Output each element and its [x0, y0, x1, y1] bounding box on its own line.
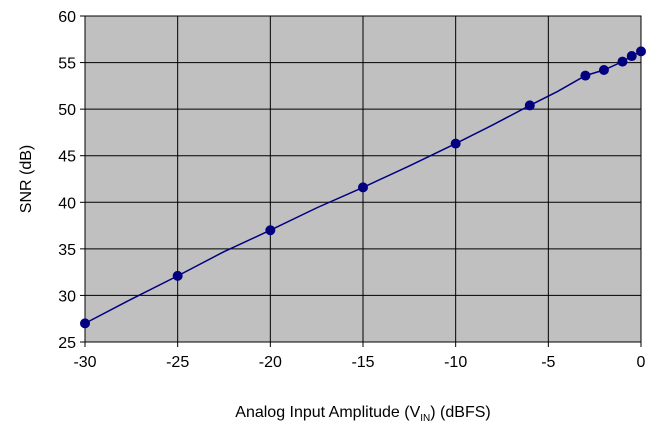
x-axis-title-suffix: ) (dBFS) — [430, 404, 490, 421]
y-tick-label: 55 — [58, 56, 76, 73]
data-points — [80, 46, 646, 329]
x-tick-label: -15 — [351, 354, 374, 371]
data-point — [80, 318, 90, 329]
x-tick-label: -10 — [444, 354, 467, 371]
y-tick-label: 60 — [58, 9, 76, 26]
x-tick-label: -25 — [166, 354, 189, 371]
data-point — [358, 182, 368, 193]
data-point — [636, 46, 646, 57]
x-tick-label: -30 — [73, 354, 96, 371]
y-axis-title: SNR (dB) — [18, 145, 35, 213]
x-tick-labels: -30 -25 -20 -15 -10 -5 0 — [73, 354, 645, 371]
x-axis-title-main: Analog Input Amplitude (V — [235, 404, 420, 421]
y-tick-label: 25 — [58, 335, 76, 352]
data-point — [450, 138, 461, 149]
grid-lines — [80, 15, 642, 347]
y-tick-labels: 25 30 35 40 45 50 55 60 — [58, 9, 76, 352]
data-point — [265, 225, 276, 236]
data-point — [626, 51, 637, 62]
x-axis-title: Analog Input Amplitude (VIN) (dBFS) — [235, 404, 490, 424]
data-point — [617, 56, 628, 67]
data-point — [598, 65, 609, 76]
y-tick-label: 50 — [58, 102, 76, 119]
data-point — [580, 70, 591, 81]
data-point — [172, 270, 183, 281]
y-tick-label: 45 — [58, 149, 76, 166]
x-tick-label: 0 — [637, 354, 646, 371]
data-point — [524, 100, 535, 111]
y-tick-label: 40 — [58, 195, 76, 212]
x-axis-title-subscript: IN — [420, 413, 430, 424]
x-tick-label: -5 — [541, 354, 555, 371]
y-tick-label: 35 — [58, 242, 76, 259]
y-tick-label: 30 — [58, 288, 76, 305]
x-tick-label: -20 — [259, 354, 282, 371]
